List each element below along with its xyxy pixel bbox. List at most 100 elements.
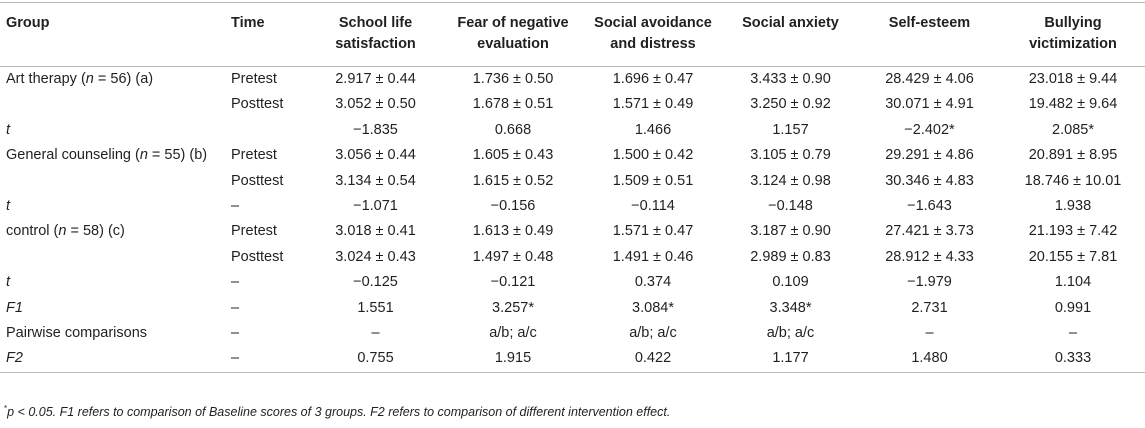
- group-cell: [0, 245, 225, 270]
- value-cell: 0.374: [634, 274, 672, 291]
- value-cell: –: [1068, 325, 1078, 342]
- group-cell: [0, 92, 225, 117]
- value-cell: 3.052 ± 0.50: [335, 96, 416, 113]
- value-cell: −1.643: [907, 198, 952, 215]
- value-cell: 1.466: [634, 121, 672, 138]
- value-cell: −0.114: [631, 198, 675, 215]
- column-header-line: School life: [338, 15, 413, 31]
- footnote-marker: *: [4, 404, 8, 413]
- column-header-line: Group: [6, 15, 50, 31]
- value-cell: 30.346 ± 4.83: [885, 172, 974, 189]
- value-cell: 1.571 ± 0.47: [612, 223, 694, 240]
- group-label: control (: [6, 223, 59, 240]
- table-row: Posttest 3.134 ± 0.54 1.615 ± 0.52 1.509 ± …: [0, 169, 1145, 194]
- time-cell: Pretest: [231, 71, 277, 87]
- column-header-line: Bullying: [1044, 15, 1102, 31]
- column-header: Self-esteem: [858, 2, 1001, 67]
- column-header: Social avoidance and distress: [583, 2, 723, 67]
- group-cell: Art therapy (n = 56) (a): [0, 67, 225, 93]
- time-cell: –: [231, 274, 240, 291]
- group-cell: t: [0, 118, 225, 143]
- group-n-label: n: [139, 147, 148, 164]
- statistic-label: t: [6, 274, 11, 291]
- value-cell: a/b; a/c: [629, 325, 677, 342]
- value-cell: 21.193 ± 7.42: [1028, 223, 1118, 240]
- value-cell: –: [371, 325, 380, 342]
- time-cell: Posttest: [231, 96, 284, 113]
- group-cell: Pairwise comparisons: [0, 321, 225, 346]
- value-cell: 3.124 ± 0.98: [750, 172, 831, 189]
- value-cell: −1.071: [353, 198, 398, 215]
- column-header-line: and distress: [610, 36, 696, 52]
- time-cell: –: [231, 325, 240, 342]
- table-row: F2 –0.755 1.915 0.422 1.177 1.480 0.333: [0, 346, 1145, 373]
- time-cell: –: [225, 346, 308, 373]
- group-label: Art therapy (: [6, 71, 86, 87]
- value-cell: 3.134 ± 0.54: [335, 172, 416, 189]
- value-cell: 1.678 ± 0.51: [472, 96, 554, 113]
- value-cell: 1.497 ± 0.48: [472, 248, 554, 265]
- time-cell: [225, 118, 308, 143]
- value-cell: 1.736 ± 0.50: [472, 71, 554, 87]
- value-cell: 2.085*: [1052, 121, 1094, 138]
- value-cell: −0.125: [353, 274, 398, 291]
- value-cell: 1.491 ± 0.46: [612, 248, 694, 265]
- table-row: t – −1.071 −0.156 −0.114 −0.148 −1.643 1.938: [0, 194, 1145, 219]
- column-header-line: victimization: [1029, 36, 1117, 52]
- value-cell: −0.156: [490, 198, 536, 215]
- header-row: Group Time School life satisfaction Fear of …: [0, 2, 1145, 67]
- table-row: Art therapy (n = 56) (a) Pretest 2.917 ± 0…: [0, 67, 1145, 93]
- value-cell: 3.024 ± 0.43: [335, 248, 416, 265]
- group-label: General counseling (: [6, 147, 140, 164]
- value-cell: 2.917 ± 0.44: [335, 71, 416, 87]
- group-cell: control (n = 58) (c): [0, 219, 225, 244]
- time-cell: Pretest: [231, 147, 277, 164]
- value-cell: −1.979: [907, 274, 952, 291]
- value-cell: 1.605 ± 0.43: [472, 147, 554, 164]
- column-header: Time: [225, 2, 308, 67]
- table-row: control (n = 58) (c) Pretest 3.018 ± 0.41 1…: [0, 219, 1145, 244]
- value-cell: 1.157: [772, 121, 809, 138]
- group-n-label: n: [58, 223, 67, 240]
- column-header-line: Time: [231, 15, 265, 31]
- value-cell: 1.480: [858, 346, 1001, 373]
- table-row: Posttest 3.024 ± 0.43 1.497 ± 0.48 1.491 ± …: [0, 245, 1145, 270]
- time-cell: Posttest: [231, 248, 284, 265]
- value-cell: 0.668: [494, 121, 532, 138]
- value-cell: 3.084*: [632, 299, 674, 316]
- group-size: = 58) (c): [66, 223, 125, 240]
- table-row: General counseling (n = 55) (b) Pretest 3.…: [0, 143, 1145, 168]
- value-cell: 1.615 ± 0.52: [472, 172, 554, 189]
- value-cell: a/b; a/c: [766, 325, 815, 342]
- table-row: Pairwise comparisons – – a/b; a/c a/b; a/c a/…: [0, 321, 1145, 346]
- value-cell: 3.348*: [769, 299, 812, 316]
- column-header: Fear of negative evaluation: [443, 2, 583, 67]
- value-cell: 1.613 ± 0.49: [472, 223, 554, 240]
- group-cell: t: [0, 270, 225, 295]
- table-header: Group Time School life satisfaction Fear of …: [0, 2, 1145, 67]
- time-cell: Posttest: [231, 172, 284, 189]
- value-cell: 3.056 ± 0.44: [335, 147, 416, 164]
- value-cell: a/b; a/c: [489, 325, 537, 342]
- table-body: Art therapy (n = 56) (a) Pretest 2.917 ± 0…: [0, 67, 1145, 373]
- value-cell: −0.121: [490, 274, 536, 291]
- statistic-label: t: [6, 198, 11, 215]
- column-header: Social anxiety: [723, 2, 858, 67]
- value-cell: 0.109: [772, 274, 809, 291]
- statistic-label: F2: [6, 350, 23, 367]
- value-cell: −1.835: [353, 121, 398, 138]
- value-cell: 1.938: [1054, 198, 1092, 215]
- value-cell: 1.551: [357, 299, 394, 316]
- results-table: Group Time School life satisfaction Fear of …: [0, 2, 1145, 373]
- column-header: Group: [0, 2, 225, 67]
- value-cell: 1.696 ± 0.47: [612, 71, 694, 87]
- value-cell: 3.250 ± 0.92: [750, 96, 831, 113]
- time-cell: –: [231, 198, 240, 215]
- value-cell: 30.071 ± 4.91: [885, 96, 974, 113]
- value-cell: −2.402*: [904, 121, 955, 138]
- value-cell: 19.482 ± 9.64: [1028, 96, 1118, 113]
- value-cell: 18.746 ± 10.01: [1024, 172, 1122, 189]
- value-cell: 2.989 ± 0.83: [750, 248, 831, 265]
- table-row: F1 – 1.551 3.257* 3.084* 3.348* 2.731 0.991: [0, 296, 1145, 321]
- value-cell: 20.891 ± 8.95: [1028, 147, 1118, 164]
